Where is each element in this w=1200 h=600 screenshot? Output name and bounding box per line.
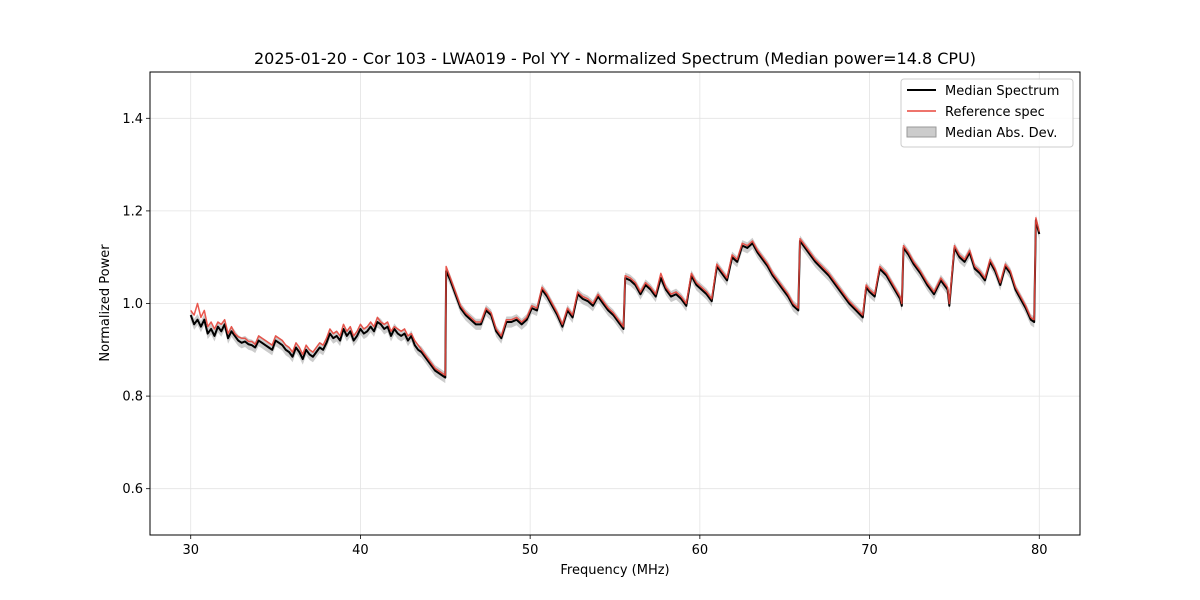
x-tick-label: 60 xyxy=(692,543,709,558)
legend-label-mad: Median Abs. Dev. xyxy=(945,126,1057,141)
y-axis-label: Normalized Power xyxy=(98,244,113,362)
y-tick-label: 1.0 xyxy=(122,297,143,312)
y-tick-label: 1.4 xyxy=(122,112,143,127)
legend: Median Spectrum Reference spec Median Ab… xyxy=(900,78,1074,148)
x-tick-label: 40 xyxy=(352,543,369,558)
y-tick-label: 0.8 xyxy=(122,390,143,405)
y-tick-label: 0.6 xyxy=(122,482,143,497)
legend-box xyxy=(900,78,1074,148)
x-tick-label: 50 xyxy=(522,543,539,558)
axis-ticks: 30 40 50 60 70 80 0.6 0.8 1.0 1.2 1.4 xyxy=(122,112,1047,558)
x-tick-label: 80 xyxy=(1031,543,1048,558)
x-axis-label: Frequency (MHz) xyxy=(560,563,669,578)
legend-swatch-mad xyxy=(906,126,937,138)
series-layer xyxy=(189,217,1041,379)
chart-title: 2025-01-20 - Cor 103 - LWA019 - Pol YY -… xyxy=(254,49,976,68)
x-tick-label: 70 xyxy=(861,543,878,558)
y-tick-label: 1.2 xyxy=(122,204,143,219)
reference-spectrum-line xyxy=(190,217,1040,377)
x-tick-label: 30 xyxy=(182,543,199,558)
legend-label-median: Median Spectrum xyxy=(945,84,1059,99)
legend-label-reference: Reference spec xyxy=(945,105,1045,120)
